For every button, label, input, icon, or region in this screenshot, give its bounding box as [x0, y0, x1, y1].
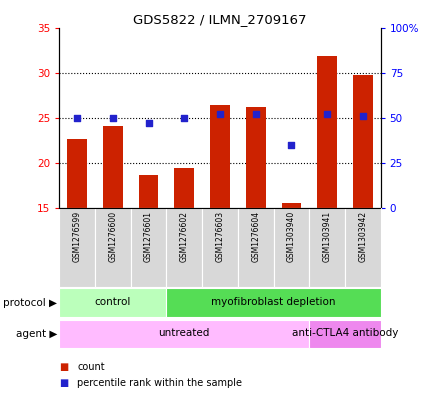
Text: GSM1303940: GSM1303940 — [287, 211, 296, 262]
Text: GSM1276600: GSM1276600 — [108, 211, 117, 262]
Bar — [317, 57, 337, 208]
Point — [252, 111, 259, 118]
Bar — [238, 208, 274, 287]
Point — [110, 115, 117, 121]
Bar — [274, 208, 309, 287]
Text: GSM1276602: GSM1276602 — [180, 211, 189, 262]
Bar — [103, 126, 123, 208]
Bar — [59, 320, 309, 348]
Text: GSM1276599: GSM1276599 — [73, 211, 82, 262]
Point — [216, 111, 224, 118]
Point — [181, 115, 188, 121]
Text: GSM1276601: GSM1276601 — [144, 211, 153, 262]
Bar — [67, 139, 87, 208]
Text: percentile rank within the sample: percentile rank within the sample — [77, 378, 242, 388]
Text: protocol ▶: protocol ▶ — [3, 298, 57, 308]
Text: ■: ■ — [59, 362, 69, 373]
Bar — [345, 208, 381, 287]
Bar — [282, 203, 301, 208]
Bar — [210, 105, 230, 208]
Text: GSM1276604: GSM1276604 — [251, 211, 260, 262]
Text: GSM1276603: GSM1276603 — [216, 211, 224, 262]
Bar — [309, 320, 381, 348]
Bar — [59, 288, 166, 317]
Bar — [175, 167, 194, 208]
Text: untreated: untreated — [159, 329, 210, 338]
Text: control: control — [95, 297, 131, 307]
Bar — [353, 75, 373, 208]
Point — [74, 115, 81, 121]
Bar — [166, 288, 381, 317]
Bar — [166, 208, 202, 287]
Text: agent ▶: agent ▶ — [16, 329, 57, 339]
Text: anti-CTLA4 antibody: anti-CTLA4 antibody — [292, 329, 398, 338]
Bar — [309, 208, 345, 287]
Bar — [139, 175, 158, 208]
Bar — [246, 107, 265, 208]
Bar — [202, 208, 238, 287]
Point — [145, 120, 152, 127]
Bar — [131, 208, 166, 287]
Text: GSM1303941: GSM1303941 — [323, 211, 332, 262]
Title: GDS5822 / ILMN_2709167: GDS5822 / ILMN_2709167 — [133, 13, 307, 26]
Point — [359, 113, 366, 119]
Text: GSM1303942: GSM1303942 — [358, 211, 367, 262]
Point — [323, 111, 330, 118]
Text: ■: ■ — [59, 378, 69, 388]
Bar — [59, 208, 95, 287]
Text: myofibroblast depletion: myofibroblast depletion — [211, 297, 336, 307]
Point — [288, 142, 295, 148]
Text: count: count — [77, 362, 105, 373]
Bar — [95, 208, 131, 287]
